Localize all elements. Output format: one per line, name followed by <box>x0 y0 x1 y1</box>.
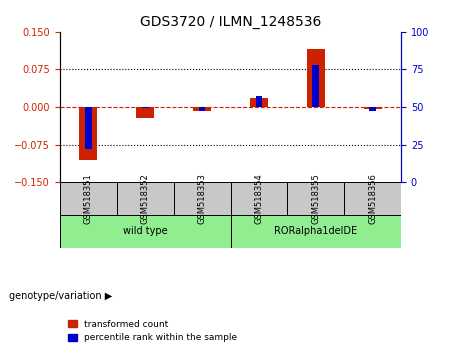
Text: RORalpha1delDE: RORalpha1delDE <box>274 226 357 236</box>
Bar <box>79 107 97 160</box>
Bar <box>250 98 268 107</box>
Bar <box>344 182 401 215</box>
Bar <box>142 107 148 108</box>
Bar <box>364 107 382 109</box>
Bar <box>199 107 206 112</box>
Bar <box>136 107 154 118</box>
Text: genotype/variation ▶: genotype/variation ▶ <box>9 291 112 301</box>
Bar <box>117 182 174 215</box>
Legend: transformed count, percentile rank within the sample: transformed count, percentile rank withi… <box>65 316 241 346</box>
Text: GSM518352: GSM518352 <box>141 173 150 224</box>
Text: GSM518354: GSM518354 <box>254 173 263 224</box>
Bar <box>313 65 319 107</box>
Bar <box>193 107 211 111</box>
Bar <box>85 107 92 149</box>
Text: GSM518351: GSM518351 <box>84 173 93 224</box>
Text: GSM518356: GSM518356 <box>368 173 377 224</box>
Title: GDS3720 / ILMN_1248536: GDS3720 / ILMN_1248536 <box>140 16 321 29</box>
Text: GSM518353: GSM518353 <box>198 173 207 224</box>
Bar <box>60 215 230 248</box>
Bar <box>174 182 230 215</box>
Bar <box>307 50 325 107</box>
Bar <box>60 182 117 215</box>
Text: GSM518355: GSM518355 <box>311 173 320 224</box>
Bar <box>230 182 287 215</box>
Bar <box>255 96 262 107</box>
Bar <box>230 215 401 248</box>
Bar <box>287 182 344 215</box>
Bar <box>369 107 376 112</box>
Text: wild type: wild type <box>123 226 167 236</box>
